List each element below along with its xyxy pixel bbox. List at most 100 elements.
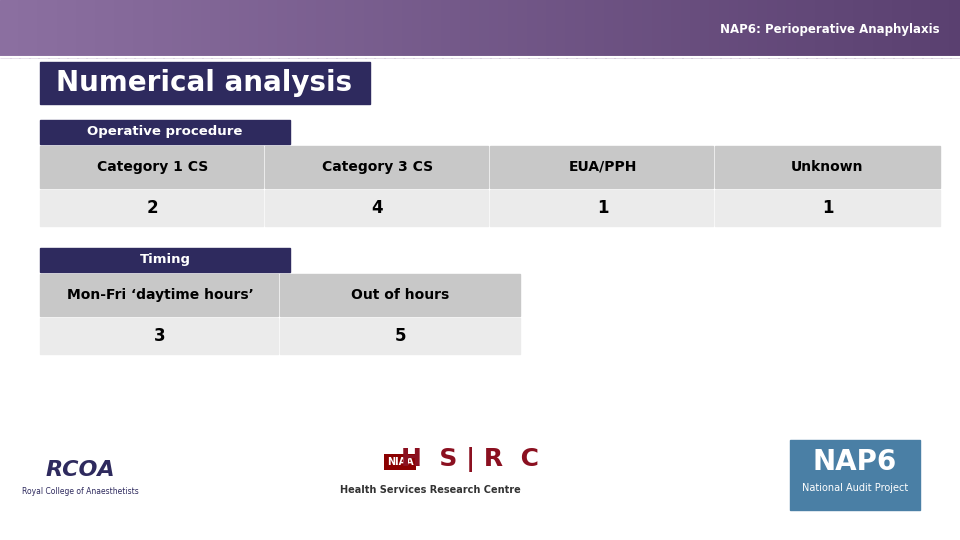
Bar — [77, 0, 87, 57]
Bar — [854, 0, 865, 57]
Text: RCOA: RCOA — [45, 460, 115, 480]
Bar — [67, 0, 78, 57]
Bar — [634, 0, 644, 57]
Bar — [265, 190, 488, 226]
Bar — [374, 0, 385, 57]
Bar — [326, 0, 337, 57]
Bar — [336, 0, 347, 57]
Bar — [298, 0, 308, 57]
Text: Category 3 CS: Category 3 CS — [322, 160, 433, 174]
Bar — [797, 0, 807, 57]
Bar — [922, 0, 932, 57]
Bar — [874, 0, 884, 57]
Bar — [595, 0, 606, 57]
Bar — [48, 0, 59, 57]
Bar — [307, 0, 318, 57]
Bar — [557, 0, 567, 57]
Bar — [912, 0, 923, 57]
Bar — [739, 0, 750, 57]
Bar — [10, 0, 20, 57]
Bar — [720, 0, 731, 57]
Bar — [106, 0, 116, 57]
Bar — [432, 0, 443, 57]
Bar — [38, 0, 49, 57]
Bar — [758, 0, 769, 57]
Bar — [40, 248, 290, 272]
Text: Mon-Fri ‘daytime hours’: Mon-Fri ‘daytime hours’ — [66, 288, 253, 302]
Bar — [768, 0, 779, 57]
Bar — [806, 0, 817, 57]
Bar — [490, 190, 713, 226]
Bar — [202, 0, 212, 57]
Bar — [278, 0, 289, 57]
Bar — [864, 0, 875, 57]
Bar — [941, 0, 951, 57]
Text: 1: 1 — [597, 199, 609, 217]
Text: 4: 4 — [372, 199, 383, 217]
Bar — [490, 0, 500, 57]
Bar — [40, 318, 278, 354]
Bar — [730, 0, 740, 57]
Bar — [384, 0, 395, 57]
Bar — [230, 0, 241, 57]
Text: National Audit Project: National Audit Project — [802, 483, 908, 493]
Bar — [250, 0, 260, 57]
Bar — [586, 0, 596, 57]
Bar — [422, 0, 433, 57]
Bar — [163, 0, 174, 57]
Bar — [653, 0, 663, 57]
Bar — [86, 0, 97, 57]
Bar — [173, 0, 183, 57]
Bar — [480, 0, 491, 57]
Bar — [470, 0, 481, 57]
Bar — [394, 0, 404, 57]
Bar — [40, 120, 290, 144]
Bar — [883, 0, 894, 57]
Bar — [96, 0, 107, 57]
Bar — [355, 0, 366, 57]
Bar — [778, 0, 788, 57]
Text: Royal College of Anaesthetists: Royal College of Anaesthetists — [22, 488, 138, 496]
Bar — [317, 0, 327, 57]
Bar — [192, 0, 203, 57]
Bar — [269, 0, 279, 57]
Bar — [134, 0, 145, 57]
Bar — [691, 0, 702, 57]
Bar — [280, 274, 520, 316]
Bar — [365, 0, 375, 57]
Bar — [682, 0, 692, 57]
Text: H  S | R  C: H S | R C — [401, 448, 539, 472]
Bar — [893, 0, 903, 57]
Bar — [715, 190, 940, 226]
Bar — [346, 0, 356, 57]
Bar — [547, 0, 558, 57]
Bar — [182, 0, 193, 57]
Text: EUA/PPH: EUA/PPH — [568, 160, 636, 174]
Bar — [931, 0, 942, 57]
Bar — [509, 0, 519, 57]
Bar — [826, 0, 836, 57]
Bar — [240, 0, 251, 57]
Bar — [950, 0, 960, 57]
Bar — [442, 0, 452, 57]
Bar — [288, 0, 299, 57]
Bar — [499, 0, 510, 57]
Bar — [40, 274, 278, 316]
Bar — [715, 146, 940, 188]
Text: NAP6: Perioperative Anaphylaxis: NAP6: Perioperative Anaphylaxis — [720, 23, 940, 36]
Text: Out of hours: Out of hours — [350, 288, 449, 302]
Bar — [790, 440, 920, 510]
Bar — [614, 0, 625, 57]
Bar — [115, 0, 126, 57]
Bar — [624, 0, 635, 57]
Text: Operative procedure: Operative procedure — [87, 125, 243, 138]
Bar — [672, 0, 683, 57]
Bar — [19, 0, 30, 57]
Text: NAP6: NAP6 — [813, 448, 898, 476]
Bar — [749, 0, 759, 57]
Bar — [835, 0, 846, 57]
Text: Timing: Timing — [139, 253, 190, 267]
Bar — [605, 0, 615, 57]
Bar — [816, 0, 827, 57]
Bar — [643, 0, 654, 57]
